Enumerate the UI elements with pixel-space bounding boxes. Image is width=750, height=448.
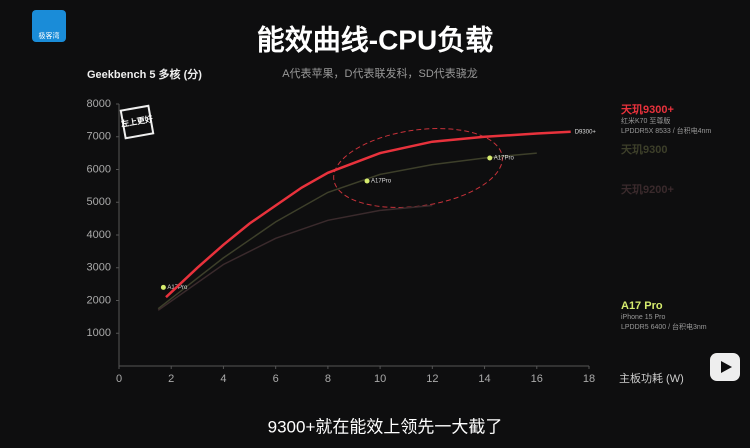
point-label: A17Pro (371, 179, 392, 185)
x-tick-label: 18 (583, 373, 595, 385)
logo-box (32, 10, 66, 42)
caption: 9300+就在能效上领先一大截了 (268, 417, 503, 436)
series-line (157, 152, 537, 310)
x-axis-label: 主板功耗 (W) (619, 371, 684, 385)
legend-name: 天玑9200+ (621, 183, 674, 196)
data-point (364, 178, 370, 184)
x-tick-label: 10 (374, 373, 386, 385)
y-tick-label: 8000 (87, 98, 111, 110)
point-label: A17Pro (167, 285, 188, 291)
y-tick-label: 1000 (87, 327, 111, 339)
series-line (157, 204, 433, 311)
point-label: A17Pro (494, 156, 515, 162)
point-label: D9300+ (575, 129, 597, 135)
y-tick-label: 5000 (87, 196, 111, 208)
y-tick-label: 3000 (87, 262, 111, 274)
logo: 极客湾 (39, 31, 60, 40)
x-tick-label: 4 (220, 373, 226, 385)
x-tick-label: 0 (116, 373, 122, 385)
x-tick-label: 14 (478, 373, 490, 385)
subtitle: A代表苹果，D代表联发科，SD代表骁龙 (282, 66, 478, 80)
legend-name: A17 Pro (621, 300, 663, 312)
play-icon (721, 361, 732, 373)
series-line (165, 130, 571, 299)
data-point (487, 155, 493, 161)
chart-title: 能效曲线-CPU负载 (257, 24, 493, 55)
legend-detail: 红米K70 至尊版 (621, 116, 670, 125)
x-tick-label: 12 (426, 373, 438, 385)
legend-detail: LPDDR5X 8533 / 台积电4nm (621, 126, 711, 135)
legend-name: 天玑9300+ (621, 103, 674, 116)
y-axis-label: Geekbench 5 多核 (分) (87, 67, 202, 81)
legend-detail: LPDDR5 6400 / 台积电3nm (621, 322, 707, 331)
y-tick-label: 4000 (87, 229, 111, 241)
data-point (160, 284, 166, 290)
y-tick-label: 7000 (87, 131, 111, 143)
x-tick-label: 16 (531, 373, 543, 385)
y-tick-label: 6000 (87, 163, 111, 175)
x-tick-label: 6 (273, 373, 279, 385)
legend-detail: iPhone 15 Pro (621, 314, 665, 321)
x-tick-label: 8 (325, 373, 331, 385)
legend-name: 天玑9300 (621, 143, 667, 156)
y-tick-label: 2000 (87, 294, 111, 306)
badge-box (119, 104, 155, 140)
x-tick-label: 2 (168, 373, 174, 385)
